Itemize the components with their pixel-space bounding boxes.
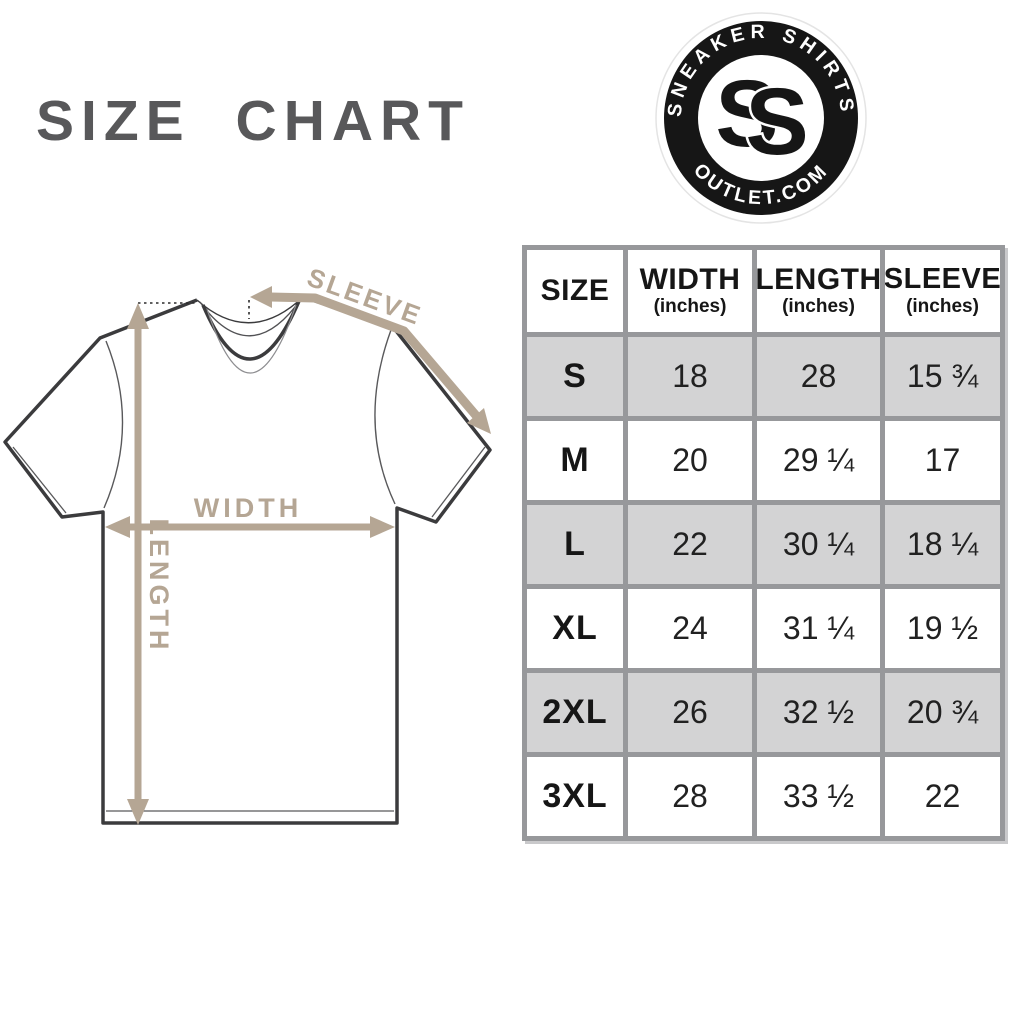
table-cell: 33 ½ (757, 757, 880, 836)
tshirt-outline (3, 295, 492, 825)
table-cell: 15 ¾ (885, 337, 1000, 416)
width-value: 26 (672, 694, 708, 730)
width-value: 18 (672, 358, 708, 394)
size-value: 2XL (542, 693, 608, 731)
table-cell: 20 (628, 421, 752, 500)
table-cell: 22 (628, 505, 752, 584)
table-cell: 19 ½ (885, 589, 1000, 668)
table-cell: 30 ¼ (757, 505, 880, 584)
table-cell: 28 (628, 757, 752, 836)
size-value: XL (552, 609, 598, 647)
tshirt-collar (196, 296, 304, 374)
size-value: 3XL (542, 777, 608, 815)
right-sleeve-hem (431, 446, 486, 518)
tshirt-diagram: SLEEVE WIDTH LENGTH (3, 262, 492, 825)
table-cell: 31 ¼ (757, 589, 880, 668)
table-row-size: XL (527, 589, 623, 668)
table-cell: 28 (757, 337, 880, 416)
table-row-size: M (527, 421, 623, 500)
width-arrowhead-right (370, 516, 395, 538)
table-row-size: L (527, 505, 623, 584)
table-cell: 29 ¼ (757, 421, 880, 500)
table-cell: 26 (628, 673, 752, 752)
col-header-units: (inches) (906, 295, 979, 317)
size-value: M (560, 441, 590, 479)
left-sleeve-hem (12, 446, 67, 514)
length-arrowhead-top (127, 303, 149, 329)
table-cell: 17 (885, 421, 1000, 500)
page-title: SIZE CHART (36, 89, 470, 153)
sleeve-arrowhead-end (467, 408, 491, 434)
col-header-label: LENGTH (757, 262, 880, 296)
width-value: 20 (672, 442, 708, 478)
length-value: 33 ½ (782, 778, 855, 814)
length-arrowhead-bottom (127, 799, 149, 825)
length-value: 28 (800, 358, 837, 394)
right-armhole-seam (374, 329, 396, 505)
width-value: 28 (672, 778, 708, 814)
sleeve-value: 19 ½ (906, 610, 979, 646)
dotted-guides (138, 300, 250, 319)
col-header-length: LENGTH (inches) (757, 250, 880, 332)
size-value: S (563, 357, 587, 395)
table-cell: 22 (885, 757, 1000, 836)
size-value: L (564, 525, 586, 563)
table-cell: 18 ¼ (885, 505, 1000, 584)
svg-text:S: S (745, 69, 808, 175)
table-row-size: S (527, 337, 623, 416)
length-value: 29 ¼ (782, 442, 855, 478)
logo-ss-monogram: S S (713, 59, 811, 178)
sleeve-value: 20 ¾ (906, 694, 979, 730)
length-value: 31 ¼ (782, 610, 855, 646)
sleeve-value: 17 (924, 442, 961, 478)
col-header-label: WIDTH (639, 262, 741, 296)
table-cell: 32 ½ (757, 673, 880, 752)
col-header-size: SIZE (527, 250, 623, 332)
svg-text:S: S (715, 61, 778, 167)
left-armhole-seam (103, 340, 124, 509)
sleeve-value: 22 (924, 778, 961, 814)
sleeve-arrow (269, 292, 483, 422)
size-table: SIZE WIDTH (inches) LENGTH (inches) SLEE… (522, 245, 1005, 841)
length-value: 30 ¼ (782, 526, 855, 562)
width-value: 22 (672, 526, 708, 562)
col-header-label: SIZE (540, 274, 610, 308)
table-row-size: 2XL (527, 673, 623, 752)
table-cell: 20 ¾ (885, 673, 1000, 752)
table-cell: 24 (628, 589, 752, 668)
table-cell: 18 (628, 337, 752, 416)
sleeve-value: 18 ¼ (906, 526, 979, 562)
col-header-units: (inches) (782, 296, 855, 318)
col-header-units: (inches) (653, 296, 727, 318)
table-row-size: 3XL (527, 757, 623, 836)
col-header-label: SLEEVE (885, 263, 1000, 296)
sleeve-value: 15 ¾ (906, 358, 979, 394)
tshirt-body (5, 297, 490, 823)
length-value: 32 ½ (782, 694, 855, 730)
length-label: LENGTH (144, 519, 174, 654)
sleeve-arrowhead-left (250, 286, 272, 308)
width-label: WIDTH (194, 493, 302, 523)
measure-arrows (105, 286, 491, 825)
width-arrowhead-left (105, 516, 130, 538)
brand-logo: SNEAKER SHIRTS OUTLET.COM S S (655, 12, 867, 224)
col-header-width: WIDTH (inches) (628, 250, 752, 332)
width-value: 24 (672, 610, 708, 646)
col-header-sleeve: SLEEVE (inches) (885, 250, 1000, 332)
logo-inner-circle (698, 55, 824, 181)
